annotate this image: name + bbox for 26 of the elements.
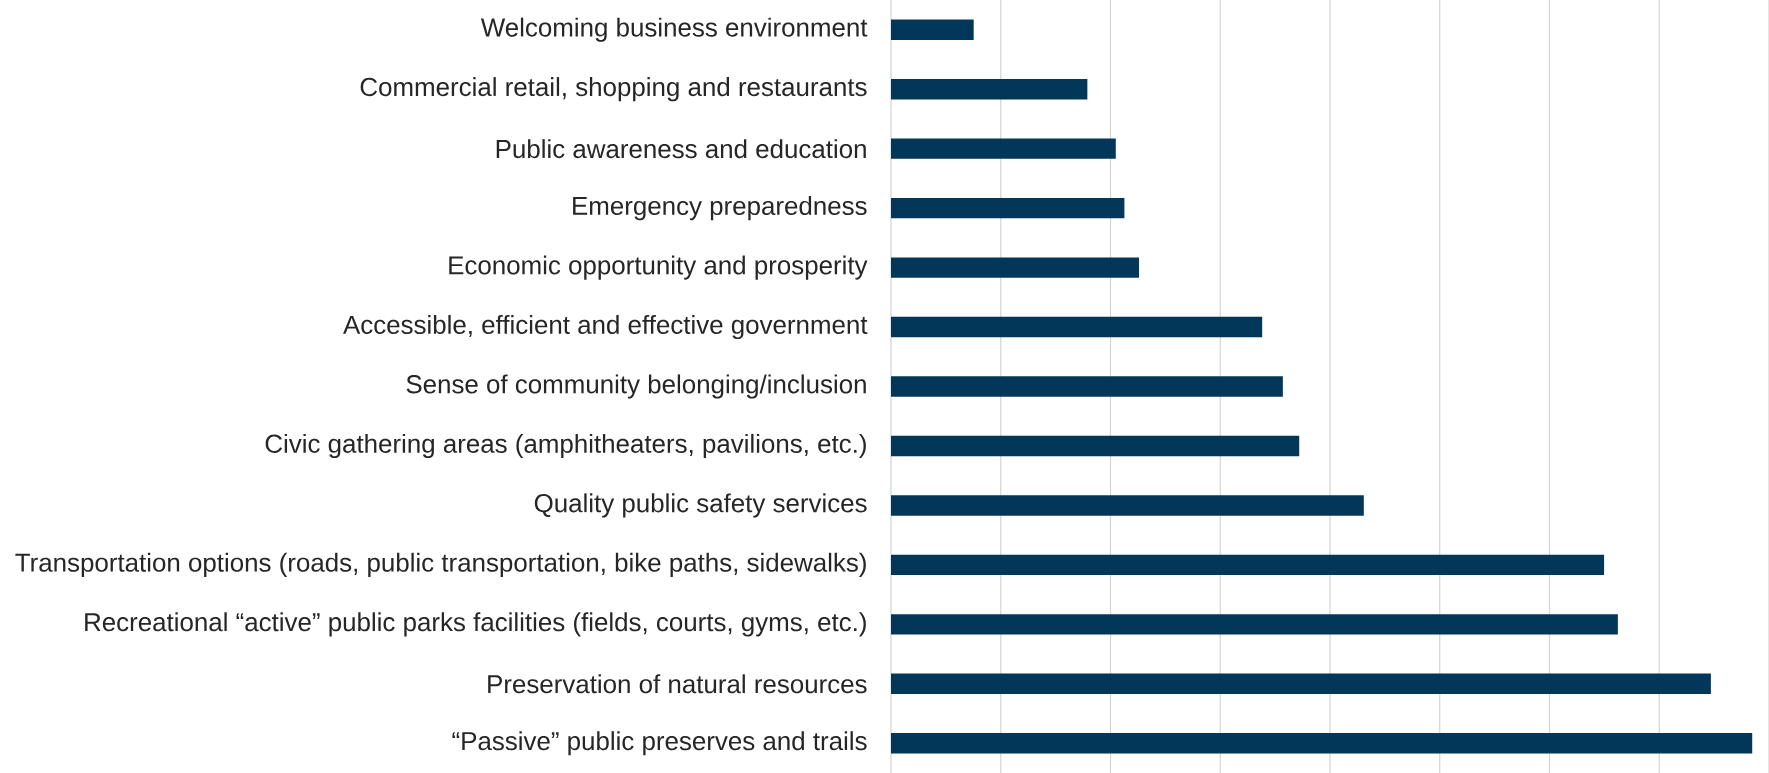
- bar: [891, 673, 1711, 695]
- y-tick-label: Accessible, efficient and effective government: [343, 314, 868, 340]
- bar: [891, 138, 1116, 159]
- y-tick-label: Sense of community belonging/inclusion: [406, 374, 866, 399]
- y-tick-label: “Passive” public preserves and trails: [452, 731, 867, 756]
- y-tick-label: Preservation of natural resources: [488, 674, 867, 694]
- y-tick-label: Economic opportunity and prosperity: [449, 255, 868, 280]
- y-tick-label: Emergency preparedness: [573, 196, 867, 221]
- bar: [891, 19, 974, 40]
- y-tick-label: Commercial retail, shopping and restaurants: [360, 77, 867, 102]
- bar: [891, 495, 1364, 516]
- bar: [891, 376, 1283, 397]
- y-tick-label: Quality public safety services: [534, 493, 867, 518]
- bar: [891, 554, 1605, 576]
- bar: [891, 78, 1088, 100]
- bar: [891, 197, 1125, 219]
- y-tick-label: Public awareness and education: [496, 139, 866, 159]
- y-tick-label: Transportation options (roads, public transportation, bike paths, sidewalks): [15, 552, 866, 577]
- bar: [891, 733, 1753, 754]
- y-tick-label: Recreational “active” public parks facilities (fields, courts, gyms, etc.): [85, 612, 866, 637]
- y-tick-label: Welcoming business environment: [480, 17, 868, 42]
- bar: [891, 257, 1140, 278]
- bar: [891, 435, 1300, 457]
- y-tick-label: Civic gathering areas (amphitheaters, pavilions, etc.): [265, 433, 866, 459]
- bar: [891, 316, 1263, 338]
- bar: [891, 614, 1618, 635]
